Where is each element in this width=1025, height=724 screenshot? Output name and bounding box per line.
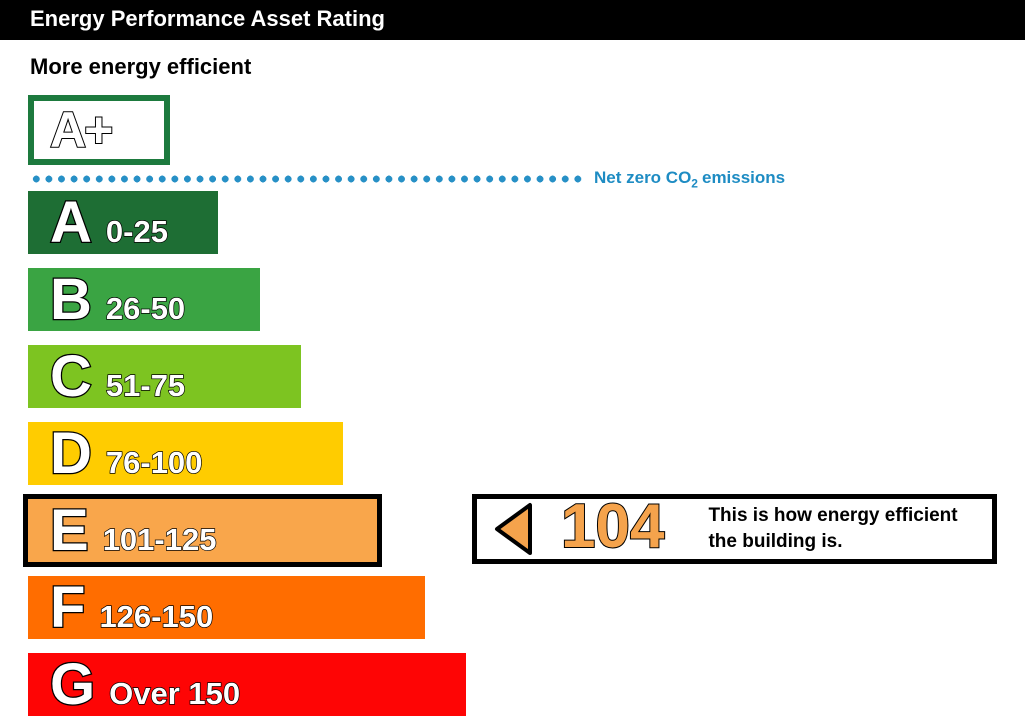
band-letter: F	[49, 574, 87, 640]
net-zero-subscript: 2	[691, 176, 698, 191]
band-row-b: B 26-50	[28, 268, 260, 331]
band-row-c: C 51-75	[28, 345, 301, 408]
band-row-a: A 0-25	[28, 191, 218, 254]
current-rating-description: This is how energy efficient the buildin…	[708, 503, 957, 555]
description-line-1: This is how energy efficient	[708, 505, 958, 526]
band-row-e: E 101-125	[28, 499, 377, 562]
description-line-2: the building is.	[708, 531, 843, 552]
current-rating-value: 104	[560, 492, 665, 561]
band-row-f: F 126-150	[28, 576, 425, 639]
band-range: 126-150	[99, 599, 214, 634]
band-row-a-plus: A+	[28, 95, 170, 165]
band-range: 76-100	[105, 445, 203, 480]
current-rating-indicator: 104 This is how energy efficient the bui…	[472, 494, 997, 564]
band-range: 26-50	[105, 291, 186, 326]
net-zero-line: Net zero CO2 emissions	[30, 168, 785, 190]
band-letter: A+	[49, 102, 114, 158]
band-row-d: D 76-100	[28, 422, 343, 485]
left-arrow-icon	[495, 503, 532, 555]
net-zero-prefix: Net zero CO	[594, 168, 692, 187]
band-letter: E	[49, 497, 90, 563]
band-letter: G	[49, 651, 97, 717]
band-range: 101-125	[102, 522, 217, 557]
band-letter: B	[49, 266, 93, 332]
band-range: 0-25	[105, 214, 168, 249]
dotted-line	[30, 171, 582, 188]
band-range: 51-75	[105, 368, 186, 403]
page-title: Energy Performance Asset Rating	[0, 0, 1025, 40]
band-range: Over 150	[108, 676, 241, 711]
more-efficient-label: More energy efficient	[30, 54, 252, 79]
net-zero-label: Net zero CO2 emissions	[594, 168, 785, 190]
band-row-g: G Over 150	[28, 653, 466, 716]
rating-bands: A 0-25 B 26-50 C 51-75 D 76-100 E 101-12…	[28, 191, 466, 724]
net-zero-suffix: emissions	[701, 168, 786, 187]
band-letter: D	[49, 420, 93, 486]
band-letter: A	[49, 189, 93, 255]
band-letter: C	[49, 343, 93, 409]
